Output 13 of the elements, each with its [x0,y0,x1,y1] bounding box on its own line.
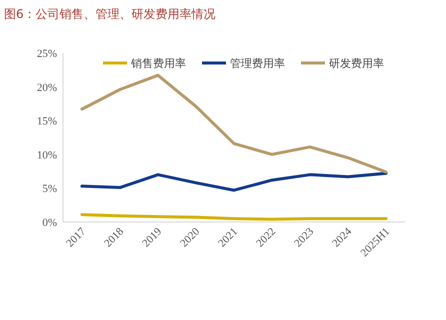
y-tick-label: 0% [42,217,57,229]
legend-label: 销售费用率 [130,57,186,70]
legend-label: 管理费用率 [230,57,285,70]
legend-label: 研发费用率 [329,57,384,70]
y-tick-label: 5% [42,183,57,196]
line-series [80,172,388,192]
y-tick-label: 25% [36,48,57,60]
y-tick-label: 15% [36,116,57,128]
chart-title: 图6：公司销售、管理、研发费用率情况 [4,7,216,21]
y-tick-label: 20% [36,82,57,94]
x-tick-label: 2021 [216,226,240,250]
y-tick-label: 10% [36,149,57,162]
line-series [80,74,388,174]
